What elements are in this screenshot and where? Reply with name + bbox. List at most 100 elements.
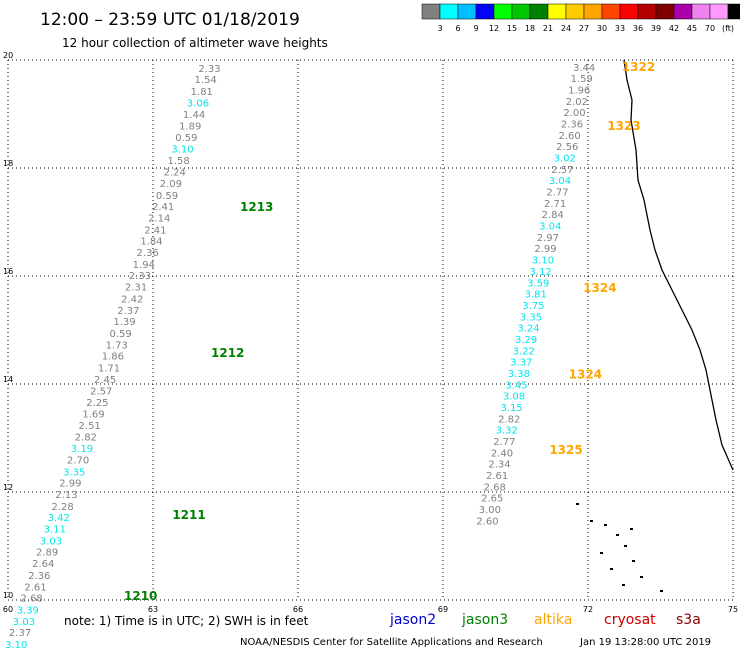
swh-value: 1.71 — [98, 364, 120, 375]
legend-label: (ft) — [722, 24, 734, 33]
legend-swatch — [655, 3, 675, 20]
x-tick-label: 72 — [583, 605, 593, 614]
time-label: 1211 — [172, 508, 205, 522]
legend-label: 6 — [455, 24, 460, 33]
swh-value: 3.22 — [513, 346, 535, 357]
legend-label: 18 — [525, 24, 535, 33]
lat-lon-grid: 60 63 66 69 72 75 10 12 14 16 18 20 — [3, 51, 738, 614]
swh-value: 3.02 — [554, 154, 576, 165]
swh-value: 2.34 — [488, 460, 510, 471]
swh-value: 2.65 — [481, 494, 503, 505]
legend-swatch — [709, 3, 729, 20]
swh-value: 3.10 — [5, 640, 27, 650]
y-tick-label: 14 — [3, 375, 13, 384]
time-label: 1213 — [240, 200, 273, 214]
legend-label: 36 — [633, 24, 643, 33]
swh-value: 1.44 — [183, 110, 205, 121]
island-mark — [616, 534, 619, 536]
swh-value: 2.82 — [498, 414, 520, 425]
swh-value: 1.96 — [568, 85, 590, 96]
swh-value: 3.12 — [529, 267, 551, 278]
swh-value: 3.39 — [17, 606, 39, 617]
y-tick-label: 16 — [3, 267, 13, 276]
swh-value: 1.69 — [82, 409, 104, 420]
y-tick-label: 18 — [3, 159, 13, 168]
satellite-tracks: 2.331.541.813.061.441.890.593.101.582.24… — [5, 60, 655, 650]
swh-value: 3.59 — [527, 278, 549, 289]
legend-swatch — [493, 3, 513, 20]
swh-value: 2.00 — [563, 108, 585, 119]
legend-swatch — [565, 3, 585, 20]
swh-value: 3.04 — [549, 176, 571, 187]
swh-value: 3.03 — [40, 536, 62, 547]
legend-swatch — [637, 3, 657, 20]
swh-value: 2.36 — [28, 571, 50, 582]
swh-value: 2.68 — [21, 594, 43, 605]
swh-value: 2.71 — [544, 199, 566, 210]
swh-value: 2.64 — [32, 559, 54, 570]
swh-value: 1.86 — [102, 352, 124, 363]
swh-value: 2.41 — [144, 225, 166, 236]
map-subtitle: 12 hour collection of altimeter wave hei… — [62, 36, 328, 50]
swh-value: 3.29 — [515, 335, 537, 346]
swh-value: 1.84 — [140, 237, 162, 248]
swh-value: 3.42 — [48, 513, 70, 524]
swh-value: 3.08 — [503, 392, 525, 403]
swh-value: 3.15 — [500, 403, 522, 414]
swh-value: 3.37 — [510, 358, 532, 369]
swh-value: 3.10 — [532, 256, 554, 267]
time-label: 1323 — [607, 119, 640, 133]
swh-value: 2.24 — [164, 168, 186, 179]
legend-swatch — [727, 3, 740, 20]
swh-value: 0.59 — [109, 329, 131, 340]
swh-value: 3.35 — [520, 312, 542, 323]
swh-value: 2.09 — [160, 179, 182, 190]
legend-swatch — [547, 3, 567, 20]
legend-label: 12 — [489, 24, 499, 33]
swh-value: 2.41 — [152, 202, 174, 213]
coastline — [576, 59, 734, 592]
island-mark — [622, 584, 625, 586]
swh-value: 3.24 — [517, 324, 539, 335]
swh-value: 2.33 — [129, 271, 151, 282]
satellite-label: jason2 — [389, 612, 436, 628]
swh-value: 2.33 — [198, 64, 220, 75]
swh-value: 2.82 — [75, 433, 97, 444]
legend-swatch — [457, 3, 477, 20]
x-tick-label: 75 — [728, 605, 738, 614]
swh-value: 3.32 — [496, 426, 518, 437]
swh-value: 2.99 — [59, 479, 81, 490]
legend-swatch — [691, 3, 711, 20]
swh-value: 2.57 — [551, 165, 573, 176]
swh-value: 2.56 — [556, 142, 578, 153]
swh-value: 2.60 — [476, 516, 498, 527]
swh-value: 3.11 — [44, 525, 66, 536]
time-label: 1212 — [211, 346, 244, 360]
island-mark — [610, 568, 613, 570]
island-mark — [660, 590, 663, 592]
swh-value: 1.73 — [106, 340, 128, 351]
swh-value: 3.10 — [171, 144, 193, 155]
swh-value: 2.02 — [566, 97, 588, 108]
legend-swatch — [475, 3, 495, 20]
time-label: 1324 — [583, 281, 616, 295]
island-mark — [624, 545, 627, 547]
island-mark — [600, 552, 603, 554]
legend-label: 42 — [669, 24, 679, 33]
time-label: 1210 — [124, 589, 157, 603]
swh-value: 3.19 — [71, 444, 93, 455]
island-mark — [590, 520, 593, 522]
swh-value: 3.35 — [63, 467, 85, 478]
swh-value: 2.45 — [94, 375, 116, 386]
legend-label: 30 — [597, 24, 607, 33]
time-label: 1325 — [549, 443, 582, 457]
y-tick-label: 10 — [3, 591, 13, 600]
swh-value: 2.99 — [534, 244, 556, 255]
map-title: 12:00 – 23:59 UTC 01/18/2019 — [40, 10, 300, 30]
swh-value: 2.36 — [137, 248, 159, 259]
swh-value: 2.36 — [561, 120, 583, 131]
swh-value: 3.38 — [508, 369, 530, 380]
swh-value: 1.54 — [195, 75, 217, 86]
island-mark — [576, 503, 579, 505]
credit-text: NOAA/NESDIS Center for Satellite Applica… — [240, 637, 543, 648]
